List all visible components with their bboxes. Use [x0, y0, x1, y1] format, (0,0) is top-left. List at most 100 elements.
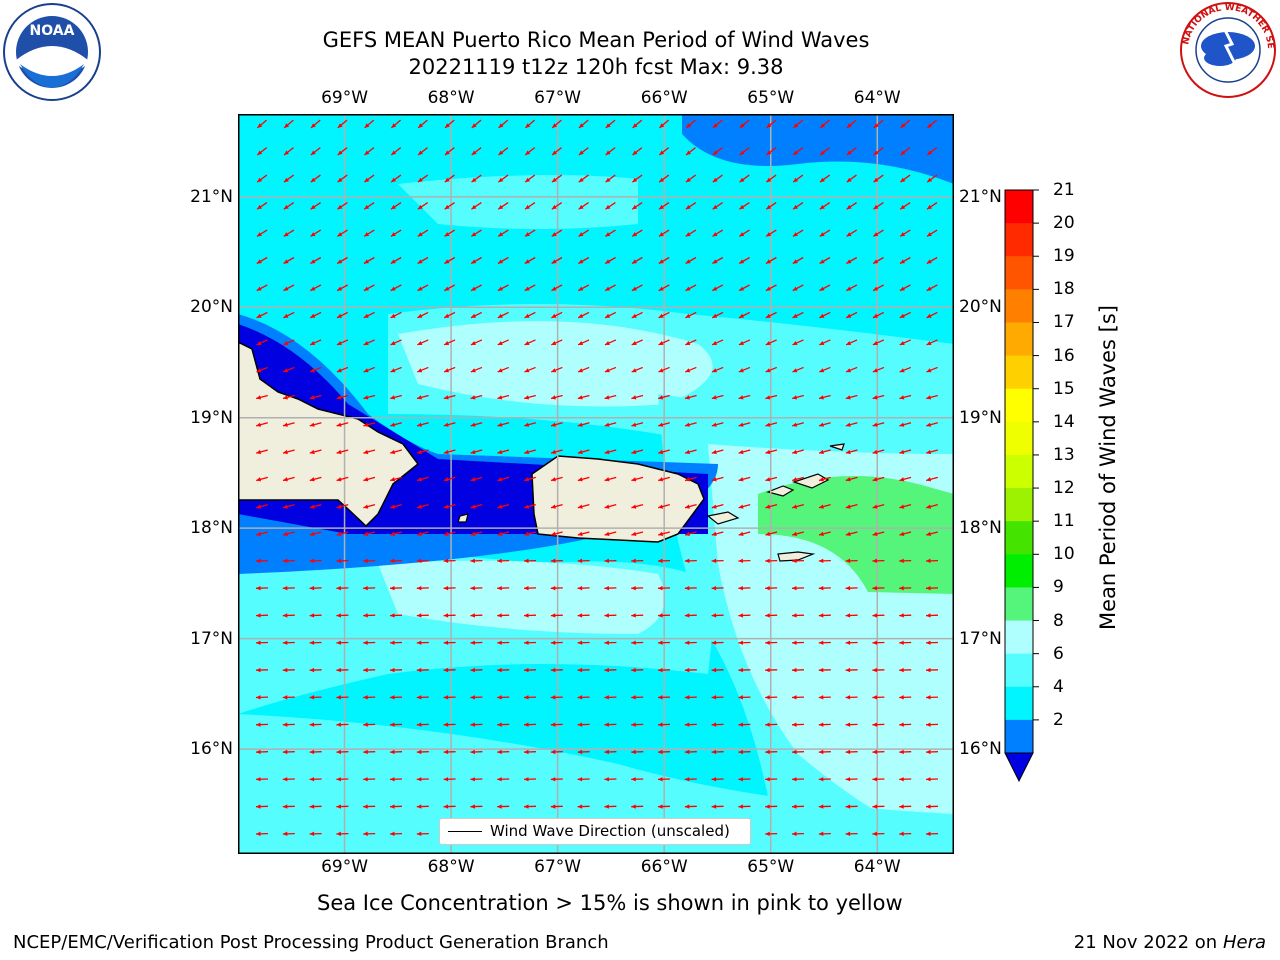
wind-wave-arrow [416, 585, 429, 591]
wind-wave-arrow [551, 339, 563, 346]
wind-wave-arrow [738, 476, 751, 482]
lat-tick-left: 18°N [190, 518, 233, 539]
wind-wave-arrow [900, 119, 911, 129]
wind-wave-arrow [416, 476, 429, 482]
wind-wave-arrow [738, 640, 751, 645]
wind-wave-arrow [416, 531, 429, 536]
wind-wave-arrow [363, 558, 376, 564]
wind-wave-arrow [872, 422, 885, 427]
wind-wave-arrow [443, 722, 456, 727]
wind-wave-arrow [282, 531, 295, 536]
wind-wave-arrow [577, 585, 590, 591]
wind-wave-arrow [363, 504, 376, 509]
wind-wave-arrow [524, 147, 536, 156]
wind-wave-arrow [389, 831, 403, 837]
wind-wave-arrow [605, 147, 616, 156]
wind-wave-arrow [684, 613, 697, 618]
lat-tick-right: 19°N [959, 407, 1002, 428]
wind-wave-arrow [577, 777, 590, 782]
colorbar-tick-label: 20 [1053, 213, 1075, 234]
wind-wave-arrow [577, 722, 590, 727]
wind-wave-arrow [711, 366, 724, 373]
wind-wave-arrow [283, 284, 295, 292]
wind-wave-arrow [390, 284, 402, 292]
wind-wave-arrow [818, 722, 831, 727]
wind-wave-arrow [899, 449, 912, 455]
wind-wave-arrow [444, 229, 456, 237]
wind-wave-arrow [845, 311, 858, 319]
wind-wave-arrow [818, 831, 831, 837]
wind-wave-arrow [926, 174, 938, 183]
wind-wave-arrow [309, 284, 322, 292]
wind-wave-arrow [899, 777, 912, 782]
wind-wave-arrow [711, 613, 724, 618]
wind-wave-arrow [390, 202, 402, 210]
wind-wave-arrow [363, 804, 376, 809]
wind-wave-arrow [416, 394, 429, 400]
wind-wave-arrow [577, 667, 590, 673]
wind-wave-arrow [309, 394, 322, 400]
wind-wave-arrow [926, 531, 938, 536]
wind-wave-arrow [470, 229, 482, 237]
wind-wave-arrow [657, 695, 671, 700]
wind-wave-arrow [363, 667, 376, 673]
colorbar-segment [1005, 653, 1033, 688]
wind-wave-arrow [845, 777, 858, 782]
wind-wave-arrow [470, 640, 483, 645]
colorbar-tick-label: 2 [1053, 709, 1064, 730]
wind-wave-arrow [256, 174, 268, 183]
wind-wave-arrow [310, 119, 321, 129]
wind-wave-arrow [872, 831, 885, 837]
wind-wave-arrow [791, 640, 805, 645]
wind-wave-arrow [845, 831, 858, 837]
wind-wave-arrow [390, 504, 402, 509]
lat-tick-left: 20°N [190, 297, 233, 318]
wind-wave-arrow [389, 558, 403, 564]
wind-wave-arrow [684, 366, 697, 373]
wind-wave-arrow [872, 667, 885, 673]
wind-wave-arrow [738, 777, 751, 782]
wind-wave-arrow [899, 558, 912, 564]
wind-wave-arrow [283, 147, 294, 156]
lon-tick-bottom: 65°W [747, 857, 795, 877]
wind-wave-arrow [792, 202, 804, 210]
colorbar-segment [1005, 223, 1033, 257]
wind-wave-arrow [470, 256, 482, 265]
wind-wave-arrow [605, 202, 616, 210]
wind-wave-arrow [899, 422, 912, 427]
wind-wave-arrow [658, 394, 670, 400]
map-panel [237, 114, 954, 854]
wind-wave-arrow [899, 311, 911, 319]
wind-wave-arrow [336, 366, 349, 373]
colorbar-tick-label: 19 [1053, 246, 1075, 267]
footer-branch: NCEP/EMC/Verification Post Processing Pr… [13, 932, 609, 953]
wind-wave-arrow [497, 284, 509, 292]
wind-wave-arrow [765, 449, 778, 455]
wind-wave-arrow [631, 804, 644, 809]
wind-wave-arrow [604, 695, 617, 700]
lon-tick-top: 68°W [427, 88, 475, 108]
lat-tick-left: 19°N [190, 407, 233, 428]
wind-wave-arrow [899, 722, 912, 727]
colorbar-tick-label: 15 [1053, 378, 1075, 399]
wind-wave-arrow [336, 613, 349, 618]
wind-wave-arrow [604, 256, 616, 265]
wind-wave-arrow [309, 695, 322, 700]
wind-wave-arrow [309, 613, 322, 618]
wind-wave-arrow [926, 119, 938, 129]
wind-wave-arrow [712, 174, 723, 183]
wind-wave-arrow [818, 449, 831, 455]
wind-wave-arrow [470, 504, 483, 509]
wind-wave-arrow [899, 640, 912, 645]
wind-wave-arrow [819, 311, 831, 319]
wind-wave-arrow [899, 366, 912, 373]
wind-wave-arrow [443, 695, 456, 700]
wind-wave-arrow [497, 558, 510, 564]
wind-wave-arrows [255, 119, 939, 837]
wind-wave-arrow [845, 804, 858, 809]
lat-tick-left: 17°N [190, 628, 233, 649]
wind-wave-arrow [845, 449, 858, 455]
wind-wave-arrow [256, 256, 268, 265]
wind-wave-arrow [657, 722, 671, 727]
wind-wave-arrow [336, 339, 349, 346]
